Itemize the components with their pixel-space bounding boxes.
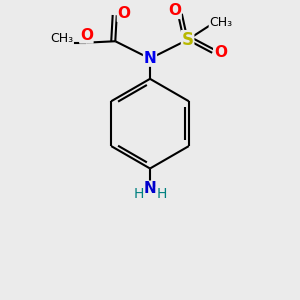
Text: H: H (133, 187, 144, 201)
Text: N: N (144, 51, 156, 66)
Text: H: H (156, 187, 167, 201)
Text: CH₃: CH₃ (50, 32, 73, 45)
Text: CH₃: CH₃ (209, 16, 232, 29)
Text: O: O (118, 6, 130, 21)
Text: S: S (182, 31, 194, 49)
Text: O: O (168, 3, 181, 18)
Text: O: O (214, 45, 227, 60)
Text: O: O (80, 28, 93, 43)
Text: N: N (144, 181, 156, 196)
